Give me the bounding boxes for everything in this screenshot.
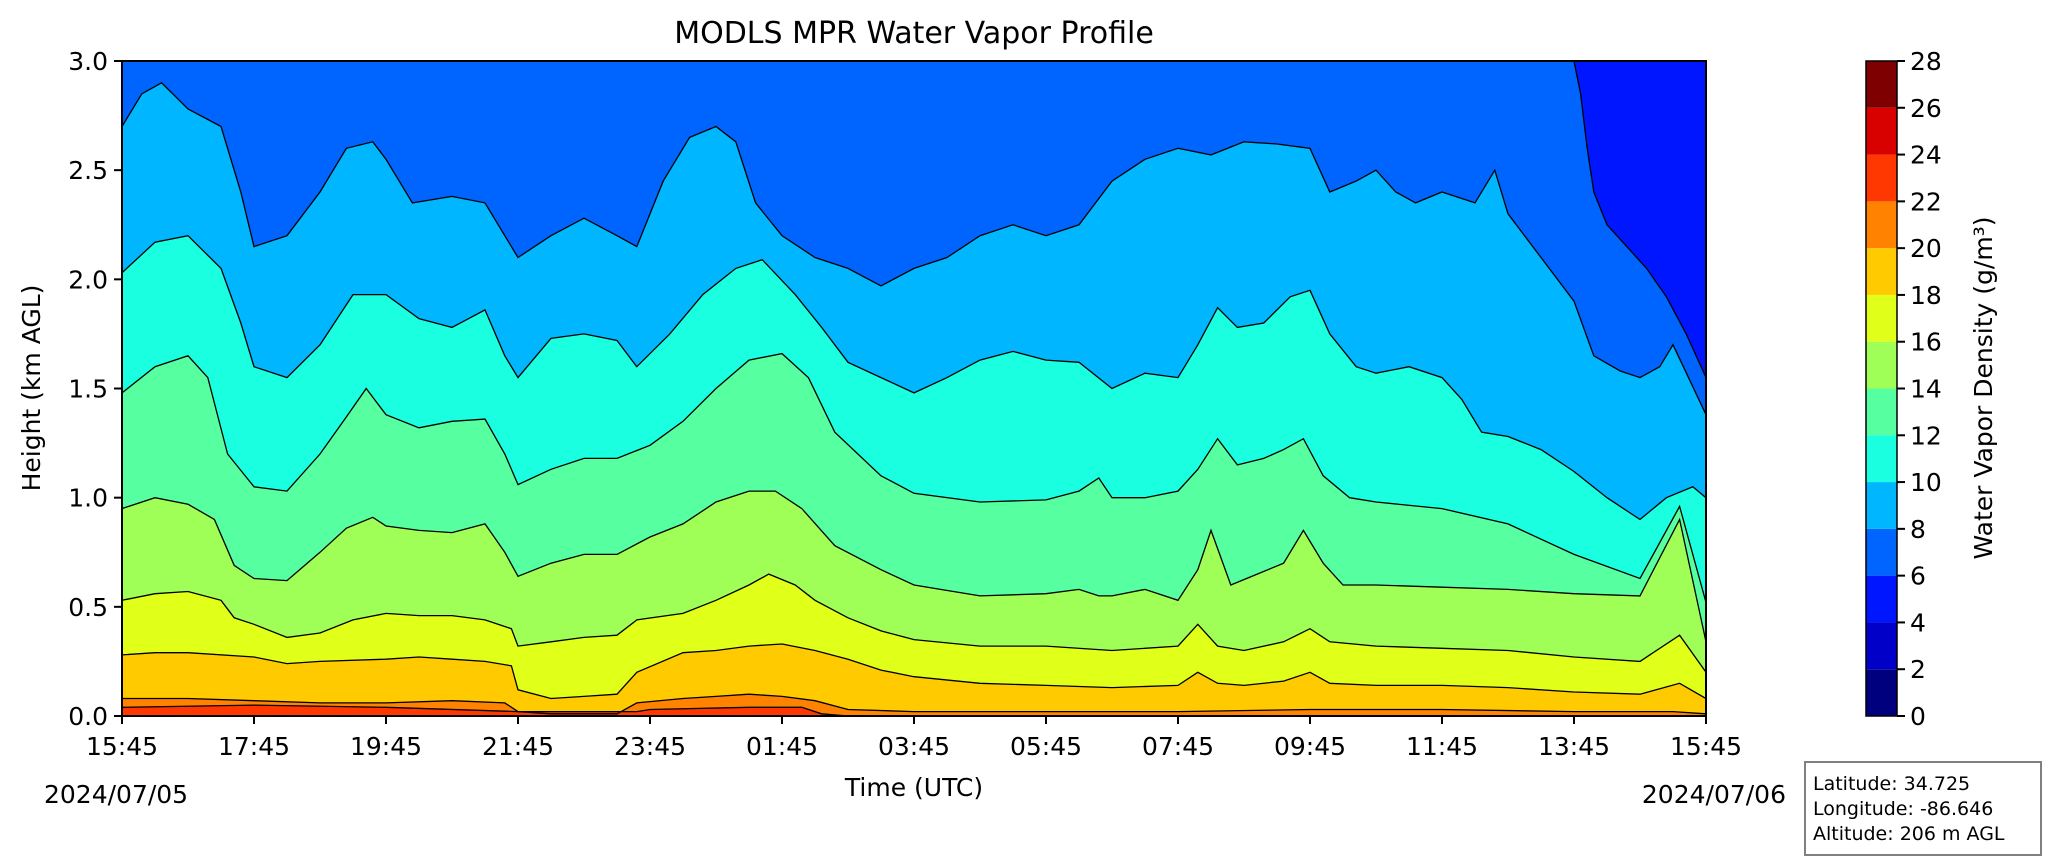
- colorbar-tick-label: 16: [1910, 328, 1942, 357]
- x-tick-label: 13:45: [1538, 732, 1610, 761]
- contour-line-10: [122, 234, 1706, 521]
- contour-line-18: [122, 643, 1706, 700]
- colorbar-segment: [1866, 61, 1897, 108]
- colorbar-segment: [1866, 528, 1897, 576]
- contour-line-14: [122, 490, 1706, 642]
- x-axis-label: Time (UTC): [844, 773, 983, 802]
- contour-line-layer: [122, 61, 1706, 716]
- colorbar-tick-label: 0: [1910, 702, 1926, 731]
- colorbar-label: Water Vapor Density (g/m³): [1969, 217, 1998, 560]
- band-22-24: [122, 705, 1706, 716]
- start-date-label: 2024/07/05: [44, 780, 188, 809]
- y-tick-label: 1.5: [68, 375, 108, 404]
- x-tick-label: 15:45: [86, 732, 158, 761]
- contour-line-12: [122, 352, 1706, 603]
- location-info-box: Latitude: 34.725 Longitude: -86.646 Alti…: [1804, 761, 2042, 856]
- contour-line-22: [122, 704, 1706, 716]
- contour-fill-layer: [122, 61, 1706, 716]
- colorbar-tick-label: 4: [1910, 608, 1926, 637]
- colorbar-segment: [1866, 341, 1897, 389]
- longitude-text: Longitude: -86.646: [1813, 798, 1994, 820]
- y-tick-label: 2.0: [68, 265, 108, 294]
- chart-title: MODLS MPR Water Vapor Profile: [674, 16, 1154, 51]
- colorbar-segment: [1866, 248, 1897, 295]
- x-tick-label: 07:45: [1142, 732, 1214, 761]
- colorbar-tick-label: 26: [1910, 94, 1942, 123]
- colorbar-tick-label: 28: [1910, 47, 1942, 76]
- colorbar-segment: [1866, 622, 1897, 670]
- colorbar-tick-label: 22: [1910, 187, 1942, 216]
- x-tick-label: 21:45: [482, 732, 554, 761]
- colorbar-segment: [1866, 669, 1897, 716]
- latitude-text: Latitude: 34.725: [1813, 773, 1971, 795]
- y-axis: 0.0 0.5 1.0 1.5 2.0 2.5 3.0: [68, 47, 122, 731]
- colorbar-segment: [1866, 107, 1897, 155]
- contour-line-6: [122, 61, 1706, 378]
- colorbar-tick-label: 14: [1910, 375, 1942, 404]
- x-tick-label: 01:45: [746, 732, 818, 761]
- altitude-text: Altitude: 206 m AGL: [1813, 823, 2005, 845]
- end-date-label: 2024/07/06: [1642, 780, 1786, 809]
- x-tick-label: 05:45: [1010, 732, 1082, 761]
- y-tick-label: 0.0: [68, 702, 108, 731]
- colorbar-tick-label: 6: [1910, 562, 1926, 591]
- contour-line-16: [122, 573, 1706, 673]
- band-20-22: [122, 694, 1706, 716]
- contour-line-8: [122, 81, 1706, 415]
- x-tick-label: 03:45: [878, 732, 950, 761]
- x-tick-label: 23:45: [614, 732, 686, 761]
- colorbar-tick-label: 8: [1910, 515, 1926, 544]
- colorbar-tick-label: 20: [1910, 234, 1942, 263]
- band-18-20: [122, 644, 1706, 716]
- colorbar-segment: [1866, 154, 1897, 202]
- x-tick-label: 17:45: [218, 732, 290, 761]
- colorbar-tick-label: 10: [1910, 468, 1942, 497]
- colorbar-tick-label: 24: [1910, 141, 1942, 170]
- x-tick-label: 09:45: [1274, 732, 1346, 761]
- colorbar-segment: [1866, 388, 1897, 436]
- colorbar: [1865, 60, 1898, 717]
- y-tick-label: 2.5: [68, 156, 108, 185]
- colorbar-segment: [1866, 482, 1897, 529]
- x-tick-label: 15:45: [1670, 732, 1742, 761]
- colorbar-tick-label: 2: [1910, 655, 1926, 684]
- colorbar-tick-label: 12: [1910, 421, 1942, 450]
- x-tick-label: 19:45: [350, 732, 422, 761]
- colorbar-tick-label: 18: [1910, 281, 1942, 310]
- y-tick-label: 3.0: [68, 47, 108, 76]
- y-tick-label: 0.5: [68, 593, 108, 622]
- y-axis-label: Height (km AGL): [17, 285, 46, 492]
- colorbar-segment: [1866, 201, 1897, 249]
- colorbar-segment: [1866, 575, 1897, 623]
- contour-line-20: [122, 693, 1706, 715]
- y-tick-label: 1.0: [68, 484, 108, 513]
- colorbar-segment: [1866, 294, 1897, 342]
- colorbar-segment: [1866, 435, 1897, 483]
- x-axis: 15:45 17:45 19:45 21:45 23:45 01:45 03:45 05:45…: [86, 716, 1742, 761]
- x-tick-label: 11:45: [1406, 732, 1478, 761]
